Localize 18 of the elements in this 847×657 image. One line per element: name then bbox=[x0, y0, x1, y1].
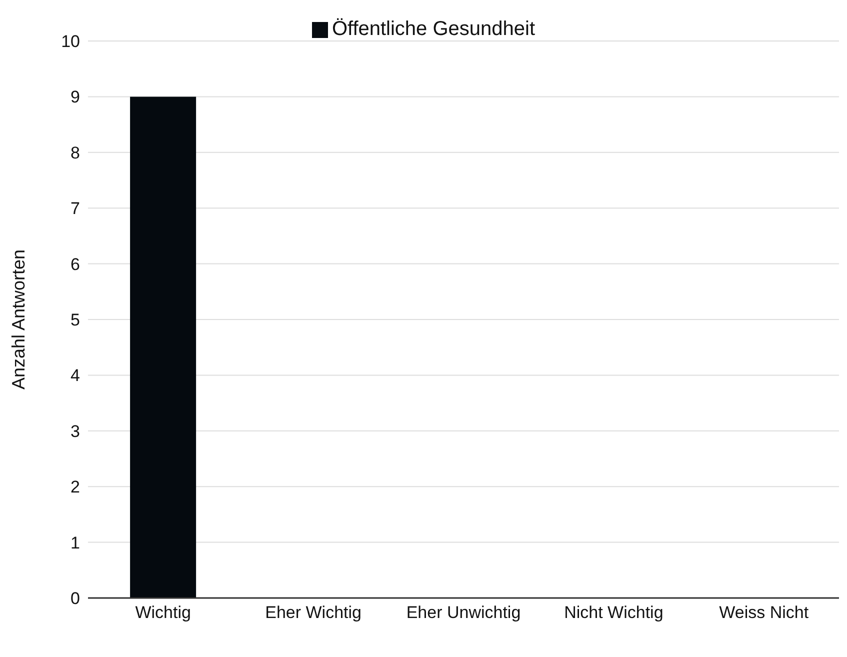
y-tick-label: 4 bbox=[70, 366, 80, 386]
y-axis-title: Anzahl Antworten bbox=[8, 249, 28, 390]
y-tick-label: 5 bbox=[70, 310, 80, 330]
y-tick-label: 0 bbox=[70, 589, 80, 608]
y-tick-label: 6 bbox=[70, 254, 80, 274]
y-tick-label: 10 bbox=[61, 32, 80, 52]
y-tick-label: 7 bbox=[70, 199, 80, 218]
y-tick-label: 9 bbox=[70, 88, 80, 107]
x-tick-label: Wichtig bbox=[135, 603, 191, 622]
x-tick-label: Weiss Nicht bbox=[719, 603, 809, 622]
y-tick-label: 8 bbox=[70, 143, 80, 162]
x-tick-label: Eher Wichtig bbox=[265, 603, 362, 622]
y-tick-label: 2 bbox=[70, 478, 80, 497]
legend-label: Öffentliche Gesundheit bbox=[332, 18, 536, 40]
y-tick-label: 1 bbox=[70, 533, 80, 552]
x-tick-label: Nicht Wichtig bbox=[564, 603, 664, 622]
y-tick-label: 3 bbox=[70, 422, 80, 441]
x-tick-label: Eher Unwichtig bbox=[406, 603, 521, 622]
